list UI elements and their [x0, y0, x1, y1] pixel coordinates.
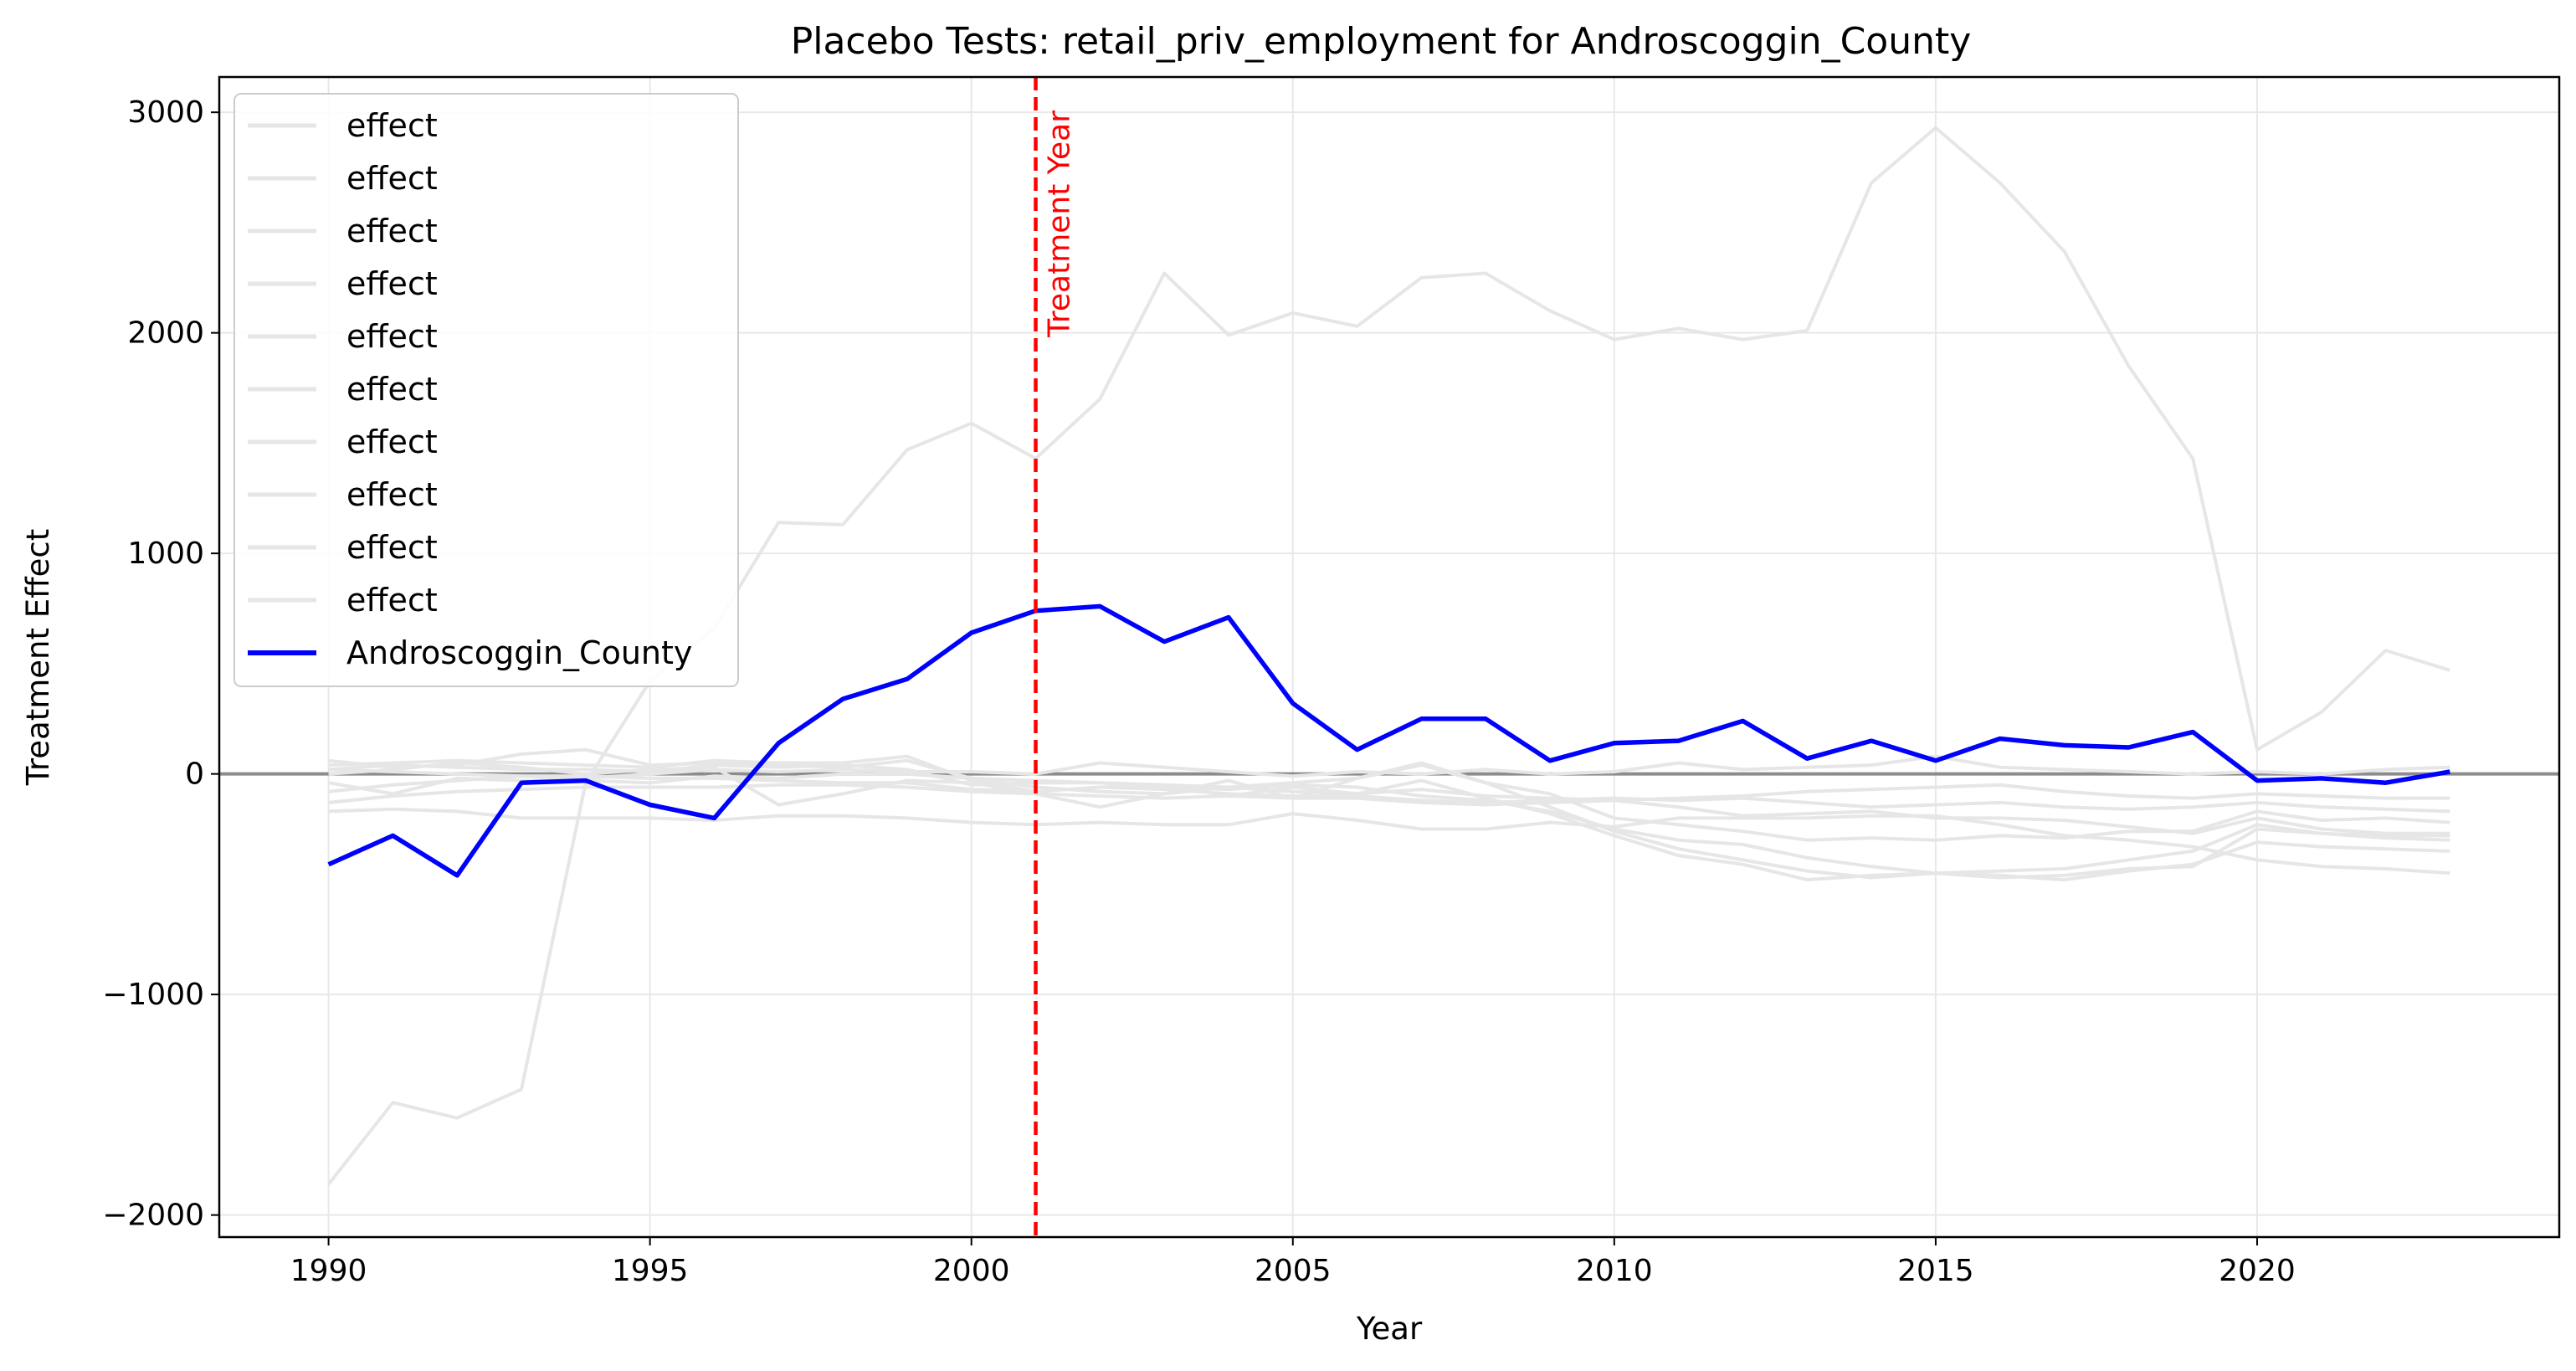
placebo-line	[328, 774, 2450, 814]
legend-label-placebo: effect	[346, 476, 438, 513]
legend-label-placebo: effect	[346, 371, 438, 408]
x-axis-title: Year	[1356, 1311, 1423, 1347]
placebo-line	[328, 761, 2450, 842]
y-tick-label: 0	[185, 757, 204, 792]
x-tick-label: 2010	[1576, 1254, 1653, 1288]
placebo-line	[328, 807, 2450, 875]
x-tick-label: 2020	[2219, 1254, 2296, 1288]
legend-label-placebo: effect	[346, 107, 438, 144]
treatment-marker: Treatment Year	[1034, 77, 1077, 1237]
x-tick-label: 2015	[1897, 1254, 1974, 1288]
treated-line	[327, 603, 2450, 878]
placebo-line	[328, 783, 2450, 807]
y-tick-label: −2000	[102, 1199, 204, 1233]
y-axis-ticks: −2000 −1000 0 1000 2000 3000	[102, 95, 219, 1233]
legend-box	[233, 93, 739, 687]
legend-label-treated: Androscoggin_County	[346, 634, 692, 671]
plot-frame	[218, 75, 2561, 1239]
legend-label-placebo: effect	[346, 213, 438, 249]
y-tick-label: 2000	[127, 316, 204, 351]
placebo-line	[328, 754, 2450, 882]
legend-label-placebo: effect	[346, 582, 438, 619]
legend-label-placebo: effect	[346, 265, 438, 302]
treatment-year-label: Treatment Year	[1043, 110, 1077, 338]
treated-series	[327, 603, 2450, 878]
placebo-series	[327, 126, 2450, 1186]
x-tick-label: 1995	[612, 1254, 689, 1288]
y-tick-label: 3000	[127, 95, 204, 130]
x-tick-label: 1990	[290, 1254, 367, 1288]
legend: effect effect effect effect effect effect effe…	[233, 93, 739, 687]
legend-label-placebo: effect	[346, 160, 438, 197]
y-axis-title: Treatment Effect	[20, 529, 56, 787]
chart-title: Placebo Tests: retail_priv_employment fo…	[791, 20, 1972, 63]
legend-label-placebo: effect	[346, 424, 438, 460]
y-tick-label: 1000	[127, 537, 204, 571]
y-tick-label: −1000	[102, 978, 204, 1012]
x-tick-label: 2000	[933, 1254, 1010, 1288]
x-tick-label: 2005	[1255, 1254, 1332, 1288]
x-axis-ticks: 1990 1995 2000 2005 2010 2015 2020	[290, 1237, 2296, 1288]
placebo-line	[328, 754, 2450, 780]
legend-label-placebo: effect	[346, 529, 438, 566]
legend-label-placebo: effect	[346, 318, 438, 355]
